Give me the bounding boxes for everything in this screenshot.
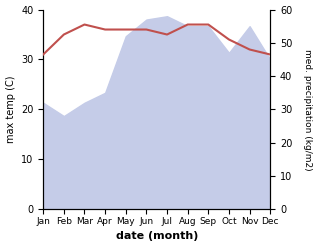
X-axis label: date (month): date (month) [115, 231, 198, 242]
Y-axis label: med. precipitation (kg/m2): med. precipitation (kg/m2) [303, 49, 313, 170]
Y-axis label: max temp (C): max temp (C) [5, 76, 16, 143]
